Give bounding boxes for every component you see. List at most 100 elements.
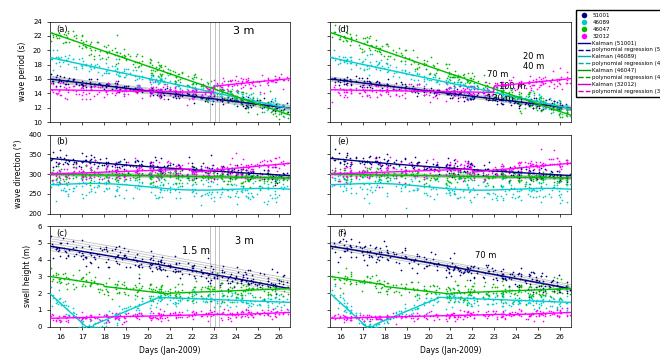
Point	[362, 66, 372, 71]
Point	[203, 278, 213, 284]
Point	[212, 87, 222, 93]
Point	[145, 77, 156, 83]
Point	[430, 289, 441, 294]
Point	[396, 69, 407, 75]
Point	[452, 298, 463, 304]
Point	[427, 185, 438, 191]
Point	[119, 88, 129, 94]
Point	[80, 43, 90, 49]
Point	[520, 105, 531, 111]
Point	[183, 73, 193, 79]
Point	[382, 286, 393, 292]
Point	[206, 88, 216, 93]
Point	[254, 294, 265, 299]
Point	[156, 90, 166, 95]
Point	[187, 168, 197, 174]
Point	[381, 151, 392, 157]
Point	[498, 283, 509, 288]
Point	[78, 85, 88, 91]
Point	[156, 94, 166, 100]
Point	[341, 88, 352, 93]
Point	[552, 161, 563, 167]
Point	[334, 177, 345, 182]
Point	[562, 288, 572, 294]
Point	[119, 91, 129, 97]
Point	[48, 243, 58, 249]
Point	[145, 79, 155, 84]
Point	[535, 102, 546, 107]
Point	[554, 108, 564, 114]
Point	[131, 76, 142, 81]
Point	[233, 90, 244, 96]
Point	[380, 61, 391, 66]
Point	[430, 74, 441, 79]
Point	[430, 162, 441, 168]
Point	[487, 168, 498, 174]
Point	[413, 167, 424, 172]
Point	[473, 308, 483, 314]
Point	[552, 287, 562, 293]
Point	[51, 181, 61, 187]
Point	[281, 100, 292, 106]
Point	[250, 162, 261, 168]
Point	[346, 160, 356, 165]
Point	[74, 56, 84, 61]
Point	[441, 294, 451, 300]
Point	[127, 256, 138, 261]
Point	[377, 88, 387, 94]
Point	[112, 313, 122, 319]
Point	[524, 271, 535, 277]
Point	[496, 183, 507, 189]
Point	[520, 82, 531, 88]
Point	[51, 163, 61, 169]
Point	[202, 176, 213, 182]
Point	[370, 158, 380, 164]
Point	[187, 188, 198, 194]
Point	[74, 92, 84, 97]
Point	[243, 190, 253, 196]
Point	[552, 101, 563, 106]
Point	[515, 102, 525, 108]
Point	[496, 299, 507, 305]
Point	[342, 60, 352, 65]
Point	[463, 92, 474, 98]
Point	[146, 159, 156, 165]
Point	[390, 173, 401, 179]
Point	[281, 171, 292, 176]
Point	[341, 31, 352, 36]
Point	[63, 186, 74, 192]
Point	[520, 288, 531, 294]
Point	[154, 290, 165, 296]
Point	[94, 171, 105, 177]
Point	[101, 155, 112, 161]
Point	[119, 245, 129, 251]
Point	[236, 180, 246, 186]
Point	[131, 293, 142, 299]
Point	[120, 56, 131, 62]
Point	[145, 175, 155, 181]
Point	[554, 177, 565, 182]
Point	[146, 298, 156, 304]
Point	[463, 299, 473, 305]
Point	[339, 275, 350, 281]
Point	[442, 86, 452, 92]
Point	[333, 89, 343, 95]
Point	[154, 264, 165, 270]
Point	[254, 284, 265, 290]
Point	[170, 294, 181, 299]
Point	[449, 265, 459, 270]
Point	[273, 116, 284, 122]
Point	[490, 97, 500, 103]
Point	[51, 173, 61, 179]
Point	[469, 173, 479, 179]
Point	[214, 167, 225, 172]
Point	[372, 278, 382, 284]
Point	[555, 296, 566, 302]
Point	[76, 164, 86, 170]
Point	[491, 308, 502, 314]
Point	[430, 172, 441, 178]
Point	[400, 285, 411, 290]
Point	[469, 312, 479, 318]
Point	[91, 324, 102, 330]
Point	[212, 288, 222, 294]
